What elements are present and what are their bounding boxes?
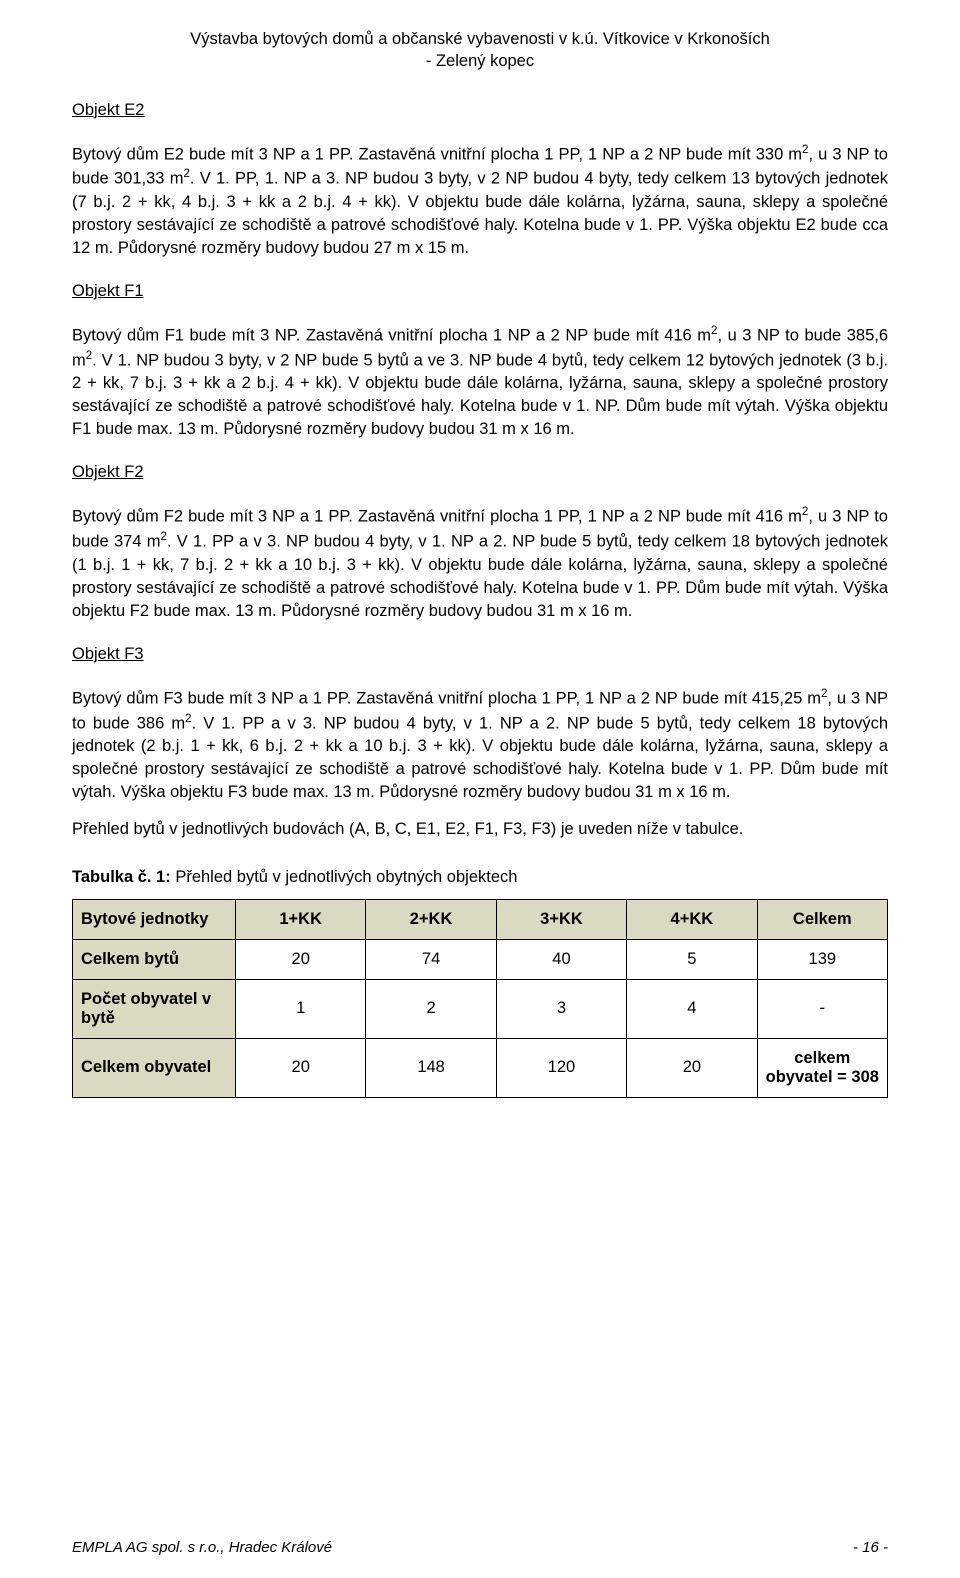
row1-label: Počet obyvatel v bytě xyxy=(73,979,236,1038)
body-f1: Bytový dům F1 bude mít 3 NP. Zastavěná v… xyxy=(72,323,888,441)
page-header: Výstavba bytových domů a občanské vybave… xyxy=(72,28,888,73)
body-f3: Bytový dům F3 bude mít 3 NP a 1 PP. Zast… xyxy=(72,686,888,804)
table-row: Celkem obyvatel 20 148 120 20 celkem oby… xyxy=(73,1038,888,1097)
table-caption-bold: Tabulka č. 1: xyxy=(72,868,171,886)
row0-c0: 20 xyxy=(236,939,366,979)
table-caption: Tabulka č. 1: Přehled bytů v jednotlivýc… xyxy=(72,868,888,887)
row2-c1: 148 xyxy=(366,1038,496,1097)
row0-label: Celkem bytů xyxy=(73,939,236,979)
row2-c0: 20 xyxy=(236,1038,366,1097)
header-line-1: Výstavba bytových domů a občanské vybave… xyxy=(72,28,888,50)
section-e2: Objekt E2 Bytový dům E2 bude mít 3 NP a … xyxy=(72,101,888,260)
th-5: Celkem xyxy=(757,899,887,939)
table-header-row: Bytové jednotky 1+KK 2+KK 3+KK 4+KK Celk… xyxy=(73,899,888,939)
heading-f2: Objekt F2 xyxy=(72,463,888,482)
body-f2: Bytový dům F2 bude mít 3 NP a 1 PP. Zast… xyxy=(72,504,888,622)
table-row: Počet obyvatel v bytě 1 2 3 4 - xyxy=(73,979,888,1038)
heading-f1: Objekt F1 xyxy=(72,282,888,301)
row0-c4: 139 xyxy=(757,939,887,979)
row2-c3: 20 xyxy=(627,1038,757,1097)
table-caption-rest: Přehled bytů v jednotlivých obytných obj… xyxy=(171,868,518,886)
row0-c1: 74 xyxy=(366,939,496,979)
th-0: Bytové jednotky xyxy=(73,899,236,939)
row1-c2: 3 xyxy=(496,979,626,1038)
row1-c4: - xyxy=(757,979,887,1038)
th-4: 4+KK xyxy=(627,899,757,939)
document-page: Výstavba bytových domů a občanské vybave… xyxy=(0,0,960,1578)
heading-e2: Objekt E2 xyxy=(72,101,888,120)
th-2: 2+KK xyxy=(366,899,496,939)
section-f3: Objekt F3 Bytový dům F3 bude mít 3 NP a … xyxy=(72,645,888,804)
row0-c3: 5 xyxy=(627,939,757,979)
header-line-2: - Zelený kopec xyxy=(72,50,888,72)
body-e2: Bytový dům E2 bude mít 3 NP a 1 PP. Zast… xyxy=(72,142,888,260)
row1-c3: 4 xyxy=(627,979,757,1038)
heading-f3: Objekt F3 xyxy=(72,645,888,664)
footer-left: EMPLA AG spol. s r.o., Hradec Králové xyxy=(72,1539,332,1556)
apartment-table: Bytové jednotky 1+KK 2+KK 3+KK 4+KK Celk… xyxy=(72,899,888,1098)
row2-label: Celkem obyvatel xyxy=(73,1038,236,1097)
section-f1: Objekt F1 Bytový dům F1 bude mít 3 NP. Z… xyxy=(72,282,888,441)
row0-c2: 40 xyxy=(496,939,626,979)
footer-right: - 16 - xyxy=(853,1539,888,1556)
section-f2: Objekt F2 Bytový dům F2 bude mít 3 NP a … xyxy=(72,463,888,622)
row2-c4: celkem obyvatel = 308 xyxy=(757,1038,887,1097)
row1-c0: 1 xyxy=(236,979,366,1038)
th-1: 1+KK xyxy=(236,899,366,939)
th-3: 3+KK xyxy=(496,899,626,939)
row1-c1: 2 xyxy=(366,979,496,1038)
page-footer: EMPLA AG spol. s r.o., Hradec Králové - … xyxy=(72,1539,888,1556)
table-row: Celkem bytů 20 74 40 5 139 xyxy=(73,939,888,979)
row2-c2: 120 xyxy=(496,1038,626,1097)
summary-line: Přehled bytů v jednotlivých budovách (A,… xyxy=(72,818,888,841)
